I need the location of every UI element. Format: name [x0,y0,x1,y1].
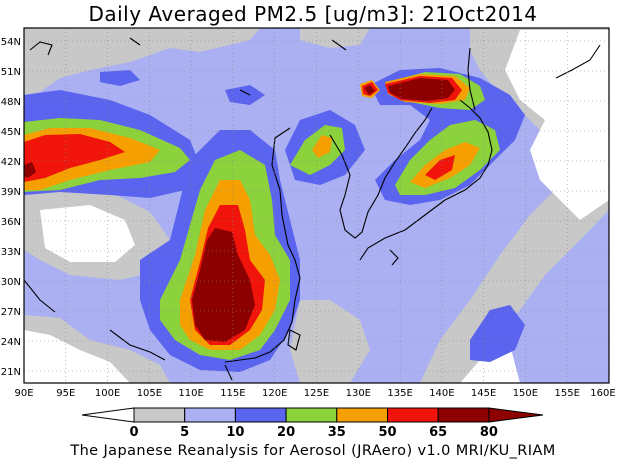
level-80-plus-areas [24,78,455,342]
lat-label: 39N [1,187,21,198]
colorbar-cell-2 [184,407,236,423]
lat-label: 36N [1,217,21,228]
colorbar-cell-3 [234,407,287,423]
map-title: Daily Averaged PM2.5 [ug/m3]: 21Oct2014 [88,2,538,26]
colorbar-label: 80 [480,425,498,440]
colorbar-cell-5 [336,407,388,423]
colorbar-label: 20 [277,425,295,440]
lat-label: 30N [1,277,21,288]
latitude-axis: 54N 51N 48N 45N 42N 39N 36N 33N 30N 27N … [1,37,21,378]
lon-label: 160E [590,388,615,399]
coastlines [24,37,601,381]
colorbar-label: 10 [226,425,244,440]
graticule [24,28,609,383]
data-credit: The Japanese Reanalysis for Aerosol (JRA… [70,443,556,459]
lon-label: 125E [304,388,329,399]
lon-label: 100E [95,388,120,399]
lat-label: 45N [1,127,21,138]
colorbar-cell-6 [387,407,439,423]
colorbar-label: 50 [378,425,396,440]
lat-label: 42N [1,157,21,168]
colorbar-cell-8 [488,407,544,423]
colorbar-cell-1 [133,407,186,423]
colorbar-label: 0 [129,425,138,440]
colorbar-label: 5 [180,425,189,440]
lat-label: 48N [1,97,21,108]
colorbar-label: 35 [328,425,346,440]
lat-label: 54N [1,37,21,48]
lon-label: 150E [513,388,538,399]
longitude-axis: 90E 95E 100E 105E 110E 115E 120E 125E 13… [14,388,615,399]
lat-label: 51N [1,67,21,78]
lon-label: 120E [262,388,287,399]
colorbar-label: 65 [429,425,447,440]
lon-label: 155E [554,388,579,399]
lat-label: 21N [1,367,21,378]
concentration-field [24,28,609,383]
lat-label: 27N [1,307,21,318]
lat-label: 24N [1,337,21,348]
colorbar-cell-0 [81,407,135,423]
lon-label: 105E [137,388,162,399]
lon-label: 135E [387,388,412,399]
colorbar-cell-7 [437,407,490,423]
lon-label: 140E [429,388,454,399]
lat-label: 33N [1,247,21,258]
lon-label: 145E [471,388,496,399]
lon-label: 115E [220,388,245,399]
lon-label: 130E [346,388,371,399]
colorbar-cell-4 [285,407,338,423]
colorbar-labels: 0 5 10 20 35 50 65 80 [129,425,497,440]
lon-label: 95E [56,388,75,399]
lon-label: 90E [14,388,33,399]
map-frame [23,27,610,384]
colorbar [81,407,544,423]
lon-label: 110E [178,388,203,399]
